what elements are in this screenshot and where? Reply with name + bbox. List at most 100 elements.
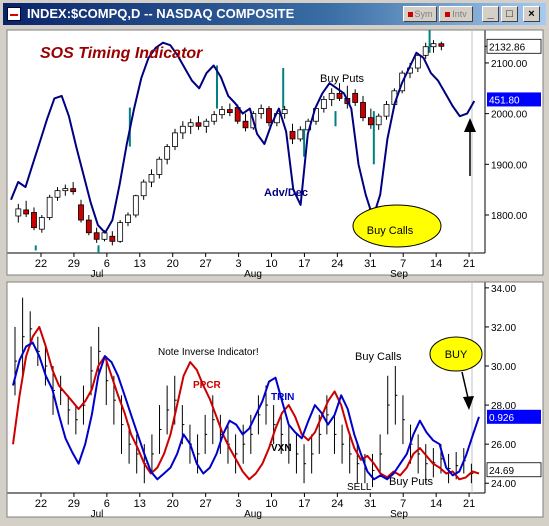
upper-x-tick-label: 10	[265, 258, 277, 270]
interval-button[interactable]: Intv	[439, 6, 473, 22]
candle-body	[148, 174, 155, 183]
candle-body	[226, 109, 233, 114]
trin-label: TRIN	[271, 392, 294, 403]
lower-x-tick-label: 24	[331, 498, 343, 510]
buy-calls-callout-label: Buy Calls	[367, 225, 414, 237]
candle-body	[375, 115, 382, 126]
candle-body	[430, 43, 437, 48]
upper-y-tick-label: 2000.00	[491, 110, 528, 121]
upper-x-tick-label: 31	[364, 258, 376, 270]
adv-dec-value-box	[487, 92, 541, 107]
buy-callout-label: BUY	[445, 349, 468, 361]
sell-label: SELL	[347, 482, 372, 493]
candle-body	[156, 158, 163, 175]
lower-arrow-shaft	[461, 371, 469, 399]
minimize-button[interactable]: _	[482, 6, 499, 22]
pcr-label: PPCR	[193, 380, 222, 391]
lower-price-axis	[485, 282, 543, 493]
upper-month-label: Sep	[390, 269, 408, 280]
lower-y-tick-label: 24.00	[491, 479, 516, 490]
adv-dec-line	[10, 41, 476, 234]
candle-body	[266, 108, 272, 124]
candle-body	[438, 43, 445, 47]
upper-x-tick-label: 27	[200, 258, 212, 270]
upper-price-axis	[485, 30, 543, 253]
adv-dec-label: Adv/Dec	[264, 187, 308, 199]
upper-x-tick-label: 29	[68, 258, 80, 270]
candle-body	[172, 132, 178, 147]
candle-body	[203, 120, 210, 127]
lower-y-tick-label: 26.00	[491, 440, 516, 451]
candle-body	[23, 209, 30, 215]
lower-x-tick-label: 21	[463, 498, 475, 510]
window-title: INDEX:$COMPQ,D -- NASDAQ COMPOSITE	[27, 6, 295, 21]
upper-month-label: Jul	[91, 269, 104, 280]
candle-body	[211, 114, 218, 122]
lower-y-tick-label: 28.00	[491, 401, 516, 412]
maximize-button[interactable]: □	[501, 6, 518, 22]
candle-body	[179, 125, 186, 134]
vxn-label: VXN	[271, 443, 292, 454]
lower-x-tick-label: 6	[104, 498, 110, 510]
candle-body	[54, 190, 61, 198]
candle-body	[117, 222, 124, 242]
upper-y-tick-label: 1900.00	[491, 160, 528, 171]
upper-x-tick-label: 24	[331, 258, 343, 270]
candle-body	[258, 108, 265, 115]
lower-x-tick-label: 13	[134, 498, 146, 510]
lower-x-tick-label: 7	[400, 498, 406, 510]
lower-x-tick-label: 10	[265, 498, 277, 510]
lower-date-axis	[7, 493, 543, 517]
upper-frame	[6, 29, 544, 276]
candle-body	[422, 46, 429, 56]
lower-arrow-head	[463, 396, 474, 410]
lower-x-tick-label: 22	[35, 498, 47, 510]
candle-body	[383, 104, 390, 117]
candle-body	[101, 232, 108, 240]
trin-value-label: 0.926	[489, 413, 514, 424]
indicator-title: SOS Timing Indicator	[40, 45, 203, 62]
candle-body	[281, 109, 288, 115]
buy-calls-callout	[352, 204, 442, 248]
candle-body	[125, 214, 131, 223]
candle-body	[219, 109, 225, 116]
app-icon	[7, 7, 21, 21]
candle-body	[31, 212, 37, 229]
candle-body	[140, 181, 147, 197]
lower-y-tick-label: 34.00	[491, 284, 516, 295]
upper-y-tick-label: 2100.00	[491, 59, 528, 70]
upper-x-tick-label: 14	[430, 258, 442, 270]
lower-y-tick-label: 32.00	[491, 323, 516, 334]
lower-x-tick-label: 29	[68, 498, 80, 510]
candle-body	[289, 130, 296, 140]
candle-body	[109, 235, 116, 242]
candle-body	[78, 204, 84, 221]
buy-puts-lower-label: Buy Puts	[389, 476, 434, 488]
upper-x-tick-label: 22	[35, 258, 47, 270]
lower-month-label: Sep	[390, 509, 408, 520]
trin-line	[12, 341, 480, 481]
vxn-value-box	[486, 462, 542, 478]
adv-dec-value-label: 451.80	[489, 95, 520, 106]
vxn-value-label: 24.69	[489, 466, 514, 477]
close-button[interactable]: ×	[523, 6, 540, 22]
lower-frame	[6, 281, 544, 518]
buy-puts-label: Buy Puts	[320, 73, 365, 85]
lower-x-tick-label: 20	[167, 498, 179, 510]
candle-body	[85, 219, 92, 234]
lower-month-label: Jul	[91, 509, 104, 520]
candle-body	[367, 117, 374, 126]
pcr-line	[12, 325, 480, 481]
upper-x-tick-label: 6	[104, 258, 110, 270]
upper-y-tick-label: 1800.00	[491, 211, 528, 222]
upper-x-tick-label: 20	[167, 258, 179, 270]
upper-x-tick-label: 3	[236, 258, 242, 270]
candle-body	[336, 92, 343, 99]
lower-month-label: Aug	[244, 509, 262, 520]
symbol-button[interactable]: Sym	[403, 6, 437, 22]
current-price-box	[486, 38, 542, 54]
lower-x-tick-label: 27	[200, 498, 212, 510]
candle-body	[187, 122, 194, 127]
title-bar: INDEX:$COMPQ,D -- NASDAQ COMPOSITE Sym I…	[3, 3, 546, 25]
